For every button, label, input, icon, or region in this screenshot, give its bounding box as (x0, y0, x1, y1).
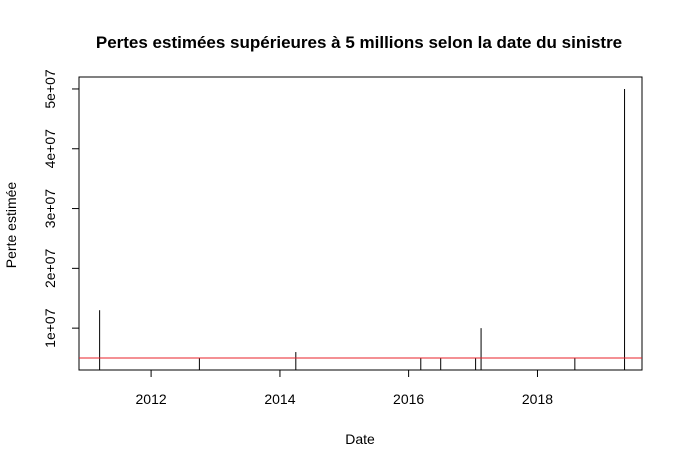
x-axis: 2012 2014 2016 2018 (136, 369, 553, 407)
y-tick-label: 5e+07 (42, 69, 58, 109)
y-tick-label: 1e+07 (42, 308, 58, 348)
y-tick-label: 4e+07 (42, 129, 58, 169)
x-tick-label: 2016 (393, 391, 424, 407)
y-axis: 1e+07 2e+07 3e+07 4e+07 5e+07 (42, 69, 80, 348)
y-axis-label: Perte estimée (3, 182, 19, 269)
x-axis-label: Date (345, 431, 375, 447)
x-tick-label: 2014 (264, 391, 295, 407)
y-tick-label: 3e+07 (42, 189, 58, 229)
x-tick-label: 2012 (136, 391, 167, 407)
x-tick-label: 2018 (522, 391, 553, 407)
plot-frame (78, 76, 643, 371)
y-tick-label: 2e+07 (42, 248, 58, 288)
chart-title: Pertes estimées supérieures à 5 millions… (96, 33, 622, 52)
data-marks (99, 88, 626, 370)
